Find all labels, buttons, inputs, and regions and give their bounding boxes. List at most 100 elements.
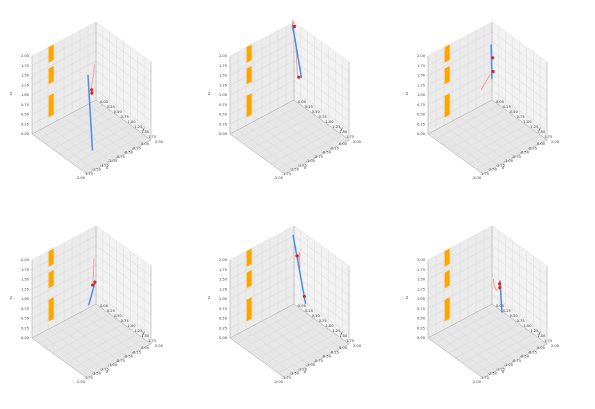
subplot-5-canvas: 0.000.250.500.751.001.251.501.752.00z-2.… xyxy=(208,225,362,384)
x-tick-label: -1.50 xyxy=(290,168,300,172)
z-tick-label: 1.50 xyxy=(417,278,426,282)
x-tick-label: -1.00 xyxy=(504,363,514,367)
z-tick-label: 0.50 xyxy=(219,317,228,321)
obstacle-bar xyxy=(246,65,252,85)
x-tick-label: -0.25 xyxy=(132,350,141,354)
y-tick-label: 1.25 xyxy=(134,125,142,129)
obstacle-bar xyxy=(48,44,54,63)
z-tick-label: 0.75 xyxy=(21,103,29,107)
z-axis-label: z xyxy=(208,91,210,96)
z-tick-label: 0.25 xyxy=(219,122,227,126)
joint-marker xyxy=(93,280,97,284)
pane-edge xyxy=(293,99,350,141)
joint-marker xyxy=(491,56,495,60)
pane-edge xyxy=(491,99,548,141)
obstacle-bar xyxy=(48,65,54,85)
x-tick-label: -0.25 xyxy=(132,146,141,150)
y-tick-label: 1.25 xyxy=(332,125,340,129)
y-tick-label: 1.75 xyxy=(544,135,552,139)
obstacle-bar xyxy=(444,65,450,85)
x-tick-label: -2.00 xyxy=(76,380,86,384)
z-tick-label: 0.75 xyxy=(417,307,425,311)
z-tick-label: 0.75 xyxy=(21,307,29,311)
z-tick-label: 1.00 xyxy=(417,297,426,301)
z-tick-label: 0.25 xyxy=(21,122,29,126)
z-axis-label: z xyxy=(208,295,210,300)
rod-segment xyxy=(490,44,493,80)
x-tick-label: -0.50 xyxy=(124,151,134,155)
x-tick-label: -0.25 xyxy=(330,350,339,354)
z-tick-label: 0.50 xyxy=(417,317,426,321)
obstacle-bar xyxy=(444,269,450,289)
pane-edge xyxy=(31,337,88,379)
x-tick-label: -1.75 xyxy=(84,172,93,176)
subplot-4-canvas: 0.000.250.500.751.001.251.501.752.00z-2.… xyxy=(10,225,164,384)
x-tick-label: 0.00 xyxy=(537,346,546,350)
z-tick-label: 1.25 xyxy=(219,83,227,87)
pane-edge xyxy=(284,139,350,175)
z-tick-label: 0.50 xyxy=(219,113,228,117)
x-tick-label: 0.00 xyxy=(141,142,150,146)
z-tick-label: 1.00 xyxy=(21,93,30,97)
x-axis-label: x xyxy=(502,165,505,170)
subplot-3-canvas: 0.000.250.500.751.001.251.501.752.00z-2.… xyxy=(406,21,560,180)
x-tick-label: -1.50 xyxy=(92,168,102,172)
z-tick-label: 2.00 xyxy=(417,54,426,58)
pane-edge xyxy=(86,343,152,379)
z-tick-label: 1.75 xyxy=(417,268,425,272)
pane-edge xyxy=(427,99,493,135)
z-tick-label: 1.75 xyxy=(219,64,227,68)
z-tick-label: 1.25 xyxy=(21,83,29,87)
y-tick-label: 2.00 xyxy=(155,344,164,348)
y-tick-label: 1.25 xyxy=(134,329,142,333)
y-tick-label: 1.50 xyxy=(537,334,546,338)
y-tick-label: 0.75 xyxy=(121,115,129,119)
x-tick-label: -0.25 xyxy=(330,146,339,150)
x-tick-label: -1.25 xyxy=(496,367,505,371)
x-tick-label: -1.75 xyxy=(282,172,291,176)
obstacle-bar xyxy=(444,248,450,267)
x-tick-label: -0.75 xyxy=(314,155,323,159)
y-tick-label: 2.00 xyxy=(353,344,362,348)
y-tick-label: 0.50 xyxy=(312,110,321,114)
x-tick-label: -2.00 xyxy=(76,176,86,180)
x-tick-label: 0.00 xyxy=(339,346,348,350)
y-tick-label: 0.25 xyxy=(107,309,115,313)
x-tick-label: -0.75 xyxy=(512,359,521,363)
x-tick-label: -1.00 xyxy=(306,363,316,367)
subplot-4: 0.00 0.25 0.50 0.75 1.00 1.25 1.50 1.75 2.00 z -2.… xyxy=(0,204,198,408)
subplot-1: 0.00 0.25 0.50 0.75 1.00 1.25 1.50 1.75 2.00 z -2.… xyxy=(0,0,198,204)
y-tick-label: 0.75 xyxy=(517,115,525,119)
pane-edge xyxy=(284,343,350,379)
y-tick-label: 0.25 xyxy=(503,309,511,313)
obstacle-bar xyxy=(444,44,450,63)
y-tick-label: 1.00 xyxy=(524,120,533,124)
pane-edge xyxy=(95,99,152,141)
y-tick-label: 0.00 xyxy=(298,100,307,104)
joint-marker xyxy=(498,285,502,290)
x-tick-label: -0.75 xyxy=(512,155,521,159)
x-tick-label: -0.50 xyxy=(520,151,530,155)
x-tick-label: -1.75 xyxy=(480,376,489,380)
pane-edge xyxy=(482,139,548,175)
x-tick-label: -0.25 xyxy=(528,350,537,354)
z-tick-label: 0.25 xyxy=(21,326,29,330)
z-tick-label: 1.50 xyxy=(21,278,30,282)
x-tick-label: 0.00 xyxy=(537,142,546,146)
x-tick-label: -2.00 xyxy=(472,176,482,180)
pane-edge xyxy=(229,303,295,339)
x-tick-label: -1.25 xyxy=(100,163,109,167)
y-tick-label: 1.25 xyxy=(530,125,538,129)
y-tick-label: 0.50 xyxy=(114,110,123,114)
z-tick-label: 1.75 xyxy=(21,64,29,68)
z-tick-label: 2.00 xyxy=(21,258,30,262)
y-tick-label: 2.00 xyxy=(155,140,164,144)
subplot-2: 0.00 0.25 0.50 0.75 1.00 1.25 1.50 1.75 2.00 z -2.… xyxy=(198,0,396,204)
y-tick-label: 0.25 xyxy=(503,105,511,109)
x-tick-label: 0.00 xyxy=(339,142,348,146)
obstacle-bar xyxy=(246,93,252,118)
z-tick-label: 0.25 xyxy=(219,326,227,330)
rod-segment xyxy=(291,24,303,78)
z-tick-label: 2.00 xyxy=(21,54,30,58)
